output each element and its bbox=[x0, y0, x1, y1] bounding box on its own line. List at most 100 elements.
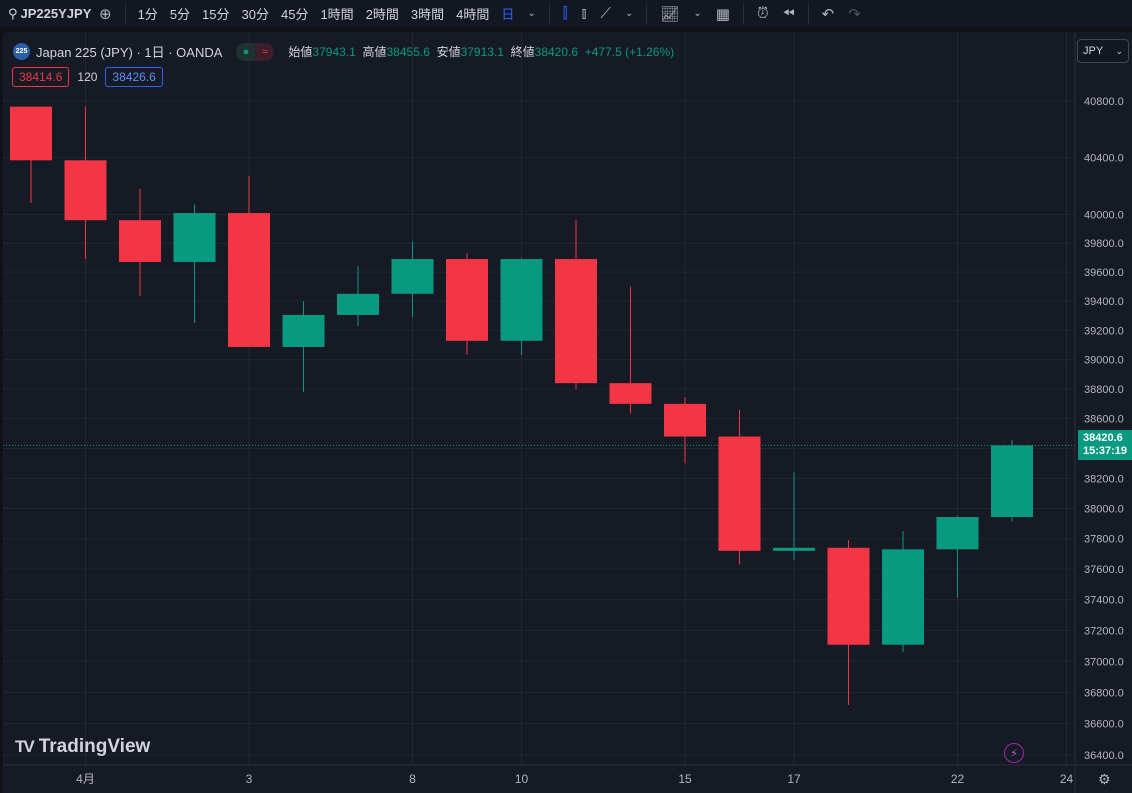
tv-logo-icon: TV bbox=[15, 737, 35, 756]
bars-icon[interactable]: ⫾ bbox=[581, 5, 587, 22]
last-price-label: 38420.6 15:37:19 bbox=[1078, 430, 1132, 461]
close-label: 終値 bbox=[510, 45, 535, 59]
close-value: 38420.6 bbox=[534, 45, 579, 59]
sell-button[interactable]: 38414.6 bbox=[12, 67, 70, 87]
open-label: 始値 bbox=[288, 45, 313, 59]
divider bbox=[124, 3, 126, 24]
low-value: 37913.1 bbox=[460, 45, 504, 59]
delayed-data-icon: ≈ bbox=[255, 42, 275, 61]
redo-icon[interactable]: ↷ bbox=[848, 5, 861, 23]
y-tick-label: 37000.0 bbox=[1084, 656, 1124, 668]
chart-legend: 225 Japan 225 (JPY) · 1日 · OANDA ● ≈ 始値37… bbox=[13, 42, 674, 61]
x-tick-label: 17 bbox=[787, 772, 801, 786]
tradingview-logo[interactable]: TV TradingView bbox=[15, 736, 150, 758]
currency-select[interactable]: JPY ⌄ bbox=[1077, 39, 1129, 63]
alert-icon[interactable]: ⏰︎ bbox=[756, 5, 769, 22]
bar-countdown: 15:37:19 bbox=[1083, 445, 1128, 458]
interval-1d[interactable]: 日 bbox=[501, 7, 515, 22]
chart-pane[interactable]: 36400.0 36600.0 36800.0 37000.0 37200.0 37400… bbox=[3, 32, 1132, 793]
interval-1[interactable]: 5分 bbox=[169, 7, 191, 22]
y-tick-label: 39400.0 bbox=[1084, 296, 1124, 308]
search-icon: ⚲ bbox=[8, 5, 18, 21]
y-tick-label: 36800.0 bbox=[1084, 687, 1124, 699]
spread: 120 bbox=[77, 70, 98, 84]
divider bbox=[646, 3, 648, 24]
candle-body bbox=[228, 213, 270, 347]
replay-icon[interactable]: ⏪︎ bbox=[782, 5, 795, 22]
market-open-dot-icon: ● bbox=[236, 42, 256, 61]
chevron-down-icon[interactable]: ⌄ bbox=[624, 8, 634, 19]
x-tick-label: 3 bbox=[246, 772, 253, 786]
legend-title: Japan 225 (JPY) · 1日 · OANDA bbox=[36, 45, 223, 60]
chevron-down-icon[interactable]: ⌄ bbox=[693, 8, 702, 19]
interval-2[interactable]: 15分 bbox=[202, 7, 230, 22]
y-tick-label: 37200.0 bbox=[1084, 625, 1124, 637]
top-toolbar: ⚲ JP225YJPY ⊕ 1分 5分 15分 30分 45分 1時間 2時間 3時間 4時間 日… bbox=[0, 0, 1132, 27]
divider bbox=[742, 3, 744, 24]
candle-body bbox=[119, 220, 161, 262]
high-label: 高値 bbox=[362, 45, 387, 59]
candle-body bbox=[555, 259, 597, 384]
y-tick-label: 40000.0 bbox=[1084, 209, 1124, 221]
add-symbol-icon[interactable]: ⊕ bbox=[99, 5, 112, 23]
candle-body bbox=[500, 259, 543, 341]
candle-body bbox=[10, 106, 52, 161]
market-status[interactable]: ● ≈ bbox=[236, 42, 275, 61]
y-tick-label: 36400.0 bbox=[1084, 750, 1124, 762]
brand-name: TradingView bbox=[38, 736, 151, 757]
y-tick-label: 39800.0 bbox=[1084, 238, 1124, 250]
candle-body bbox=[991, 445, 1033, 518]
candle-body bbox=[773, 547, 815, 551]
interval-4[interactable]: 45分 bbox=[280, 7, 309, 22]
divider bbox=[548, 3, 550, 24]
symbol-name: JP225YJPY bbox=[20, 6, 92, 21]
settings-icon[interactable]: ⚙ bbox=[1098, 771, 1111, 787]
candlestick-chart[interactable]: 36400.0 36600.0 36800.0 37000.0 37200.0 37400… bbox=[3, 32, 1132, 793]
chevron-down-icon: ⌄ bbox=[1115, 45, 1123, 56]
last-price: 38420.6 bbox=[1083, 432, 1123, 445]
candle-body bbox=[718, 436, 761, 551]
indicators-icon[interactable]: 📈︎ bbox=[660, 5, 680, 23]
open-value: 37943.1 bbox=[312, 45, 356, 59]
candle-body bbox=[282, 314, 325, 347]
divider bbox=[807, 3, 809, 24]
interval-6[interactable]: 2時間 bbox=[365, 7, 399, 22]
undo-icon[interactable]: ↶ bbox=[821, 5, 835, 23]
buy-button[interactable]: 38426.6 bbox=[105, 67, 163, 87]
change-value: +477.5 (+1.26%) bbox=[584, 45, 675, 59]
high-value: 38455.6 bbox=[386, 45, 430, 59]
chevron-down-icon[interactable]: ⌄ bbox=[527, 8, 536, 19]
y-tick-label: 37400.0 bbox=[1084, 595, 1124, 607]
interval-3[interactable]: 30分 bbox=[241, 7, 269, 22]
candle-body bbox=[446, 259, 488, 341]
candle-body bbox=[391, 259, 434, 294]
interval-list: 1分 5分 15分 30分 45分 1時間 2時間 3時間 4時間 bbox=[132, 4, 496, 23]
x-tick-label: 10 bbox=[515, 772, 529, 786]
y-tick-label: 39200.0 bbox=[1084, 325, 1124, 337]
x-tick-label: 24 bbox=[1060, 772, 1074, 786]
interval-8[interactable]: 4時間 bbox=[456, 7, 490, 22]
y-tick-label: 38800.0 bbox=[1084, 384, 1124, 396]
y-tick-label: 39000.0 bbox=[1084, 355, 1124, 367]
candle-body bbox=[173, 213, 216, 262]
low-label: 安値 bbox=[436, 45, 461, 59]
currency-value: JPY bbox=[1083, 45, 1104, 57]
symbol-search[interactable]: ⚲ JP225YJPY bbox=[0, 6, 92, 22]
y-tick-label: 38600.0 bbox=[1084, 414, 1124, 426]
candles-icon[interactable]: ⫿ bbox=[562, 5, 568, 22]
layouts-icon[interactable]: ▦ bbox=[715, 5, 730, 23]
interval-5[interactable]: 1時間 bbox=[320, 7, 354, 22]
symbol-logo: 225 bbox=[13, 43, 30, 60]
candle-body bbox=[827, 547, 870, 645]
candle-body bbox=[936, 517, 979, 550]
ohlc-values: 始値37943.1 高値38455.6 安値37913.1 終値38420.6 … bbox=[288, 43, 674, 60]
interval-7[interactable]: 3時間 bbox=[410, 7, 445, 22]
y-tick-label: 36600.0 bbox=[1084, 719, 1124, 731]
line-icon[interactable]: ⟋ bbox=[600, 5, 611, 22]
bid-ask: 38414.6 120 38426.6 bbox=[12, 67, 163, 87]
lightning-icon[interactable]: ⚡︎ bbox=[1004, 743, 1024, 763]
y-tick-label: 38200.0 bbox=[1084, 473, 1124, 485]
interval-0[interactable]: 1分 bbox=[137, 7, 158, 22]
y-tick-label: 40400.0 bbox=[1084, 152, 1124, 164]
candle-body bbox=[664, 403, 706, 437]
